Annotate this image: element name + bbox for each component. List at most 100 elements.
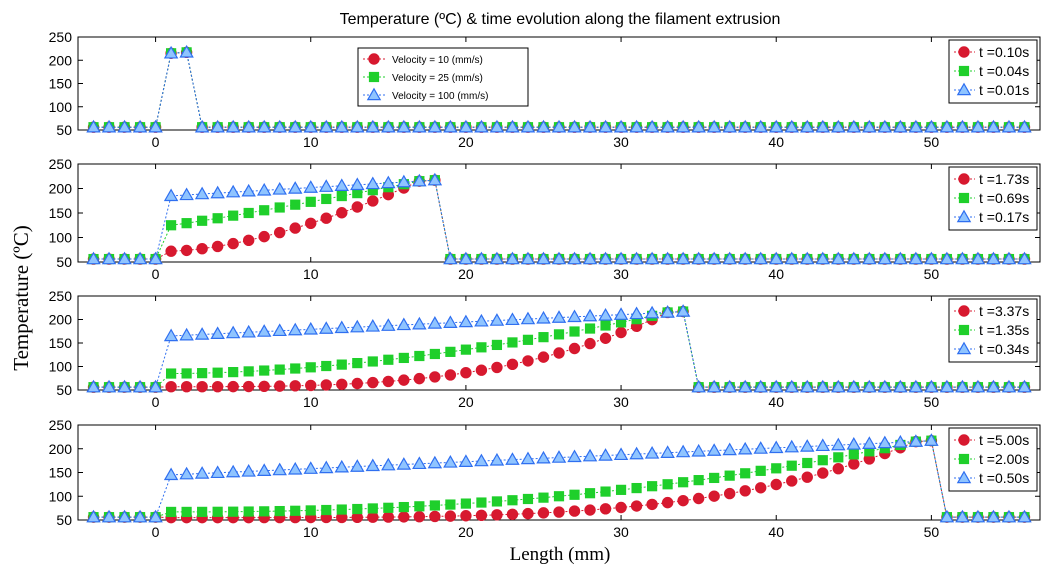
data-point (367, 511, 379, 523)
data-point (646, 498, 658, 511)
data-point (274, 364, 285, 375)
data-point (817, 467, 829, 479)
data-point (662, 479, 673, 490)
data-point (522, 507, 534, 520)
data-point (86, 509, 101, 523)
data-point (272, 182, 287, 195)
legend-marker (958, 46, 970, 58)
data-point (692, 492, 705, 505)
data-point (212, 506, 223, 517)
data-point (831, 437, 846, 451)
panel-legend: t =3.37s t =1.35s t =0.34s (948, 298, 1038, 363)
data-point (148, 379, 163, 393)
data-point (197, 506, 208, 517)
data-point (536, 310, 551, 324)
data-point (506, 508, 519, 520)
data-point (660, 445, 675, 458)
data-point (287, 322, 303, 336)
data-point (924, 251, 939, 265)
data-point (243, 207, 254, 219)
x-tick-label: 20 (458, 394, 474, 410)
data-point (165, 220, 177, 231)
data-point (768, 379, 784, 393)
data-point (986, 251, 1001, 265)
data-point (272, 462, 287, 476)
panel-legend: t =5.00s t =2.00s t =0.50s (948, 427, 1038, 492)
data-point (551, 450, 567, 463)
legend-label: t =5.00s (979, 432, 1029, 448)
data-point (537, 507, 550, 519)
data-point (321, 504, 332, 516)
data-point (491, 509, 503, 521)
x-tick-label: 50 (924, 134, 940, 150)
data-point (334, 178, 350, 191)
data-point (427, 172, 443, 186)
data-point (228, 367, 239, 378)
data-point (474, 313, 489, 327)
data-point (367, 356, 378, 367)
velocity-legend-label: Velocity = 25 (mm/s) (392, 73, 483, 84)
data-point (584, 488, 596, 499)
data-point (412, 173, 427, 187)
data-point (443, 454, 458, 468)
data-point (691, 443, 706, 457)
data-point (458, 119, 474, 133)
data-point (225, 184, 241, 198)
data-point (536, 450, 551, 464)
data-point (599, 332, 612, 344)
data-point (289, 380, 301, 392)
data-point (256, 119, 272, 133)
data-point (396, 317, 412, 331)
x-tick-label: 20 (458, 266, 474, 282)
data-point (832, 462, 844, 475)
data-point (615, 484, 627, 495)
data-point (970, 119, 986, 133)
data-point (507, 495, 518, 506)
data-point (678, 477, 689, 488)
data-point (522, 493, 534, 505)
data-point (242, 234, 255, 247)
x-tick-label: 0 (152, 394, 160, 410)
data-point (458, 251, 474, 265)
data-point (569, 326, 580, 337)
data-point (693, 475, 704, 486)
data-point (443, 119, 458, 133)
data-point (289, 222, 301, 234)
data-point (398, 352, 409, 364)
data-point (505, 312, 520, 326)
data-point (365, 119, 381, 133)
data-point (365, 458, 381, 472)
y-tick-label: 50 (56, 512, 72, 528)
data-point (784, 119, 799, 133)
data-point (491, 361, 503, 374)
y-tick-label: 250 (49, 29, 73, 45)
data-point (505, 452, 520, 465)
data-point (582, 308, 598, 322)
data-point (613, 307, 629, 320)
data-point (196, 380, 208, 393)
y-tick-label: 250 (49, 417, 73, 433)
data-point (970, 379, 986, 393)
data-point (784, 379, 799, 393)
data-point (475, 364, 488, 376)
data-point (551, 119, 567, 133)
data-point (427, 316, 443, 329)
data-point (802, 457, 813, 469)
x-tick-label: 20 (458, 524, 474, 540)
data-point (613, 251, 629, 265)
data-point (163, 188, 179, 202)
x-tick-label: 30 (613, 524, 629, 540)
data-point (675, 119, 691, 133)
data-point (489, 313, 505, 326)
y-tick-label: 150 (49, 205, 73, 221)
data-point (259, 365, 270, 376)
data-point (101, 509, 117, 523)
panel-3: 50 100 150 200 250 0 10 20 30 40 50 t =3.37s t =1.35… (49, 288, 1041, 410)
data-point (553, 491, 565, 502)
data-point (382, 375, 395, 388)
data-point (553, 329, 565, 340)
data-point (770, 478, 782, 491)
data-point (631, 482, 642, 494)
data-point (396, 119, 412, 133)
